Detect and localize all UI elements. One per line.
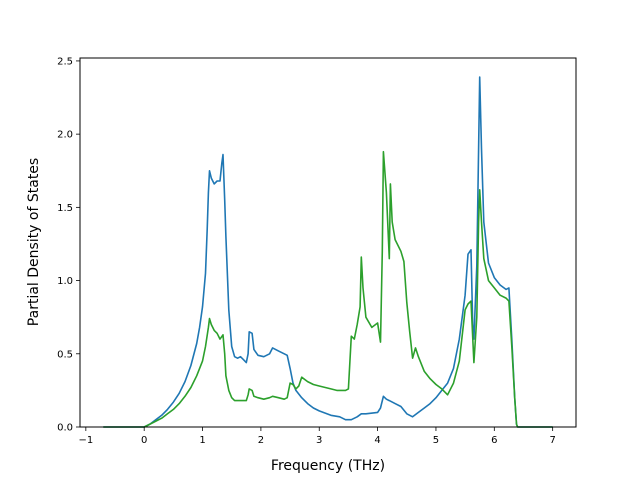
- y-tick-label: 2.0: [57, 130, 73, 141]
- x-tick-label: 1: [199, 435, 205, 446]
- y-tick-label: 2.5: [57, 56, 73, 67]
- y-tick-label: 0.5: [57, 349, 73, 360]
- y-tick-label: 1.5: [57, 203, 73, 214]
- x-tick-label: 4: [374, 435, 380, 446]
- plot-frame: [79, 57, 577, 428]
- series-layer: [103, 76, 553, 428]
- x-tick-label: 5: [433, 435, 439, 446]
- x-axis-ticks: −1 0 1 2 3 4 5 6 7: [78, 427, 556, 446]
- x-tick-label: 3: [316, 435, 322, 446]
- y-axis-ticks: 0.0 0.5 1.0 1.5 2.0 2.5: [57, 56, 80, 434]
- y-tick-label: 1.0: [57, 276, 73, 287]
- y-tick-label: 0.0: [57, 423, 73, 434]
- x-tick-label: 7: [549, 435, 555, 446]
- y-axis-title: Partial Density of States: [26, 158, 42, 326]
- x-tick-label: 0: [141, 435, 147, 446]
- series-line-2: [103, 150, 553, 428]
- x-tick-label: 6: [491, 435, 497, 446]
- x-tick-label: 2: [258, 435, 264, 446]
- x-tick-label: −1: [78, 435, 93, 446]
- x-axis-title: Frequency (THz): [271, 458, 385, 474]
